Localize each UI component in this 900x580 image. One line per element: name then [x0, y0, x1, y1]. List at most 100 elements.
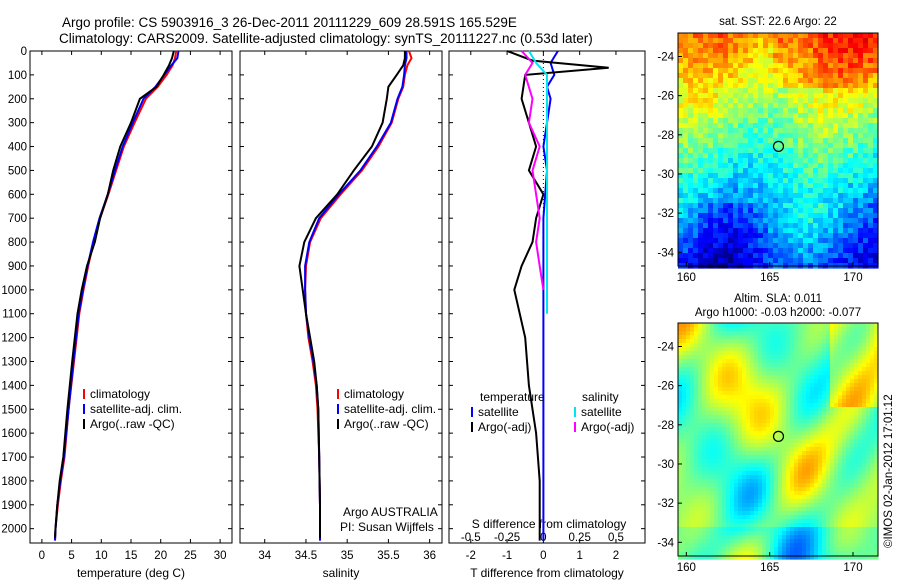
map-cell: [748, 43, 754, 49]
map-cell: [838, 193, 844, 199]
map-cell: [710, 335, 715, 340]
map-cell: [686, 431, 691, 436]
map-cell: [798, 411, 803, 416]
map-cell: [858, 218, 864, 224]
map-cell: [782, 367, 787, 372]
map-cell: [730, 515, 735, 520]
map-cell: [833, 188, 839, 194]
map-cell: [693, 43, 699, 49]
map-cell: [778, 173, 784, 179]
map-cell: [688, 183, 694, 189]
map-cell: [798, 148, 804, 154]
map-cell: [803, 238, 809, 244]
map-cell: [774, 455, 779, 460]
map-cell: [853, 53, 859, 59]
map-cell: [703, 88, 709, 94]
map-cell: [803, 43, 809, 49]
map-cell: [758, 123, 764, 129]
map-cell: [850, 351, 855, 356]
map-cell: [822, 463, 827, 468]
map-cell: [802, 467, 807, 472]
map-cell: [870, 375, 875, 380]
map-cell: [790, 379, 795, 384]
map-cell: [678, 173, 684, 179]
map-cell: [768, 253, 774, 259]
map-cell: [746, 499, 751, 504]
map-cell: [786, 371, 791, 376]
map-cell: [728, 153, 734, 159]
map-cell: [818, 371, 823, 376]
map-cell: [750, 355, 755, 360]
map-cell: [730, 471, 735, 476]
map-cell: [718, 335, 723, 340]
map-cell: [774, 475, 779, 480]
map-cell: [746, 375, 751, 380]
map-cell: [783, 118, 789, 124]
map-cell: [742, 491, 747, 496]
map-cell: [822, 343, 827, 348]
map-cell: [834, 399, 839, 404]
map-cell: [838, 223, 844, 229]
map-cell: [818, 367, 823, 372]
map-cell: [718, 43, 724, 49]
map-cell: [742, 555, 747, 560]
map-cell: [708, 43, 714, 49]
map-cell: [770, 503, 775, 508]
map-cell: [814, 411, 819, 416]
map-cell: [718, 203, 724, 209]
map-cell: [798, 203, 804, 209]
map-cell: [763, 258, 769, 264]
map-cell: [858, 327, 863, 332]
map-cell: [702, 483, 707, 488]
map-cell: [754, 555, 759, 560]
map-cell: [770, 483, 775, 488]
y-tick-label: 1000: [1, 285, 27, 297]
map-cell: [798, 467, 803, 472]
map-cell: [714, 539, 719, 544]
map-cell: [718, 128, 724, 134]
map-cell: [693, 143, 699, 149]
map-cell: [868, 138, 874, 144]
map-cell: [753, 33, 759, 39]
map-cell: [843, 63, 849, 69]
map-cell: [822, 427, 827, 432]
map-cell: [733, 178, 739, 184]
map-cell: [770, 555, 775, 560]
map-cell: [818, 555, 823, 560]
map-cell: [843, 168, 849, 174]
map-cell: [778, 463, 783, 468]
map-cell: [703, 98, 709, 104]
map-cell: [853, 68, 859, 74]
map-cell: [802, 511, 807, 516]
map-cell: [758, 98, 764, 104]
map-cell: [734, 323, 739, 328]
map-cell: [813, 163, 819, 169]
map-cell: [702, 535, 707, 540]
map-cell: [714, 415, 719, 420]
map-cell: [808, 213, 814, 219]
map-cell: [798, 339, 803, 344]
map-cell: [863, 68, 869, 74]
map-cell: [738, 483, 743, 488]
y-tick-label: 800: [8, 237, 27, 249]
map-cell: [814, 359, 819, 364]
map-cell: [693, 223, 699, 229]
map-cell: [783, 148, 789, 154]
map-cell: [686, 443, 691, 448]
map-cell: [786, 351, 791, 356]
map-cell: [738, 351, 743, 356]
map-cell: [770, 371, 775, 376]
map-cell: [774, 471, 779, 476]
map-cell: [678, 431, 683, 436]
map-cell: [706, 367, 711, 372]
map-cell: [694, 387, 699, 392]
map-cell: [694, 551, 699, 556]
map-cell: [814, 415, 819, 420]
map-cell: [710, 523, 715, 528]
map-cell: [774, 411, 779, 416]
map-cell: [786, 523, 791, 528]
map-cell: [728, 103, 734, 109]
map-cell: [718, 163, 724, 169]
map-cell: [814, 539, 819, 544]
map-cell: [758, 519, 763, 524]
